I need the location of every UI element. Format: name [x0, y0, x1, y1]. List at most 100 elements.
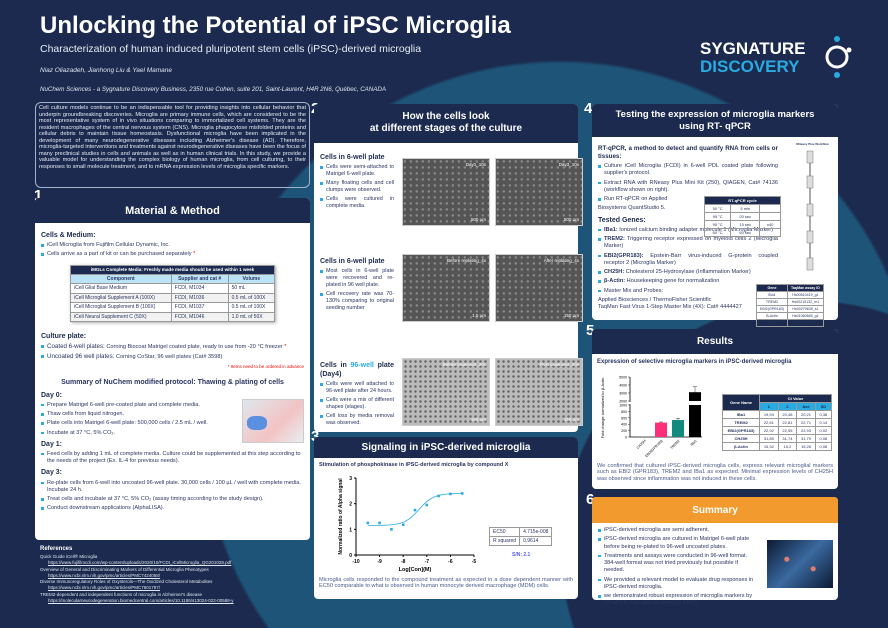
table-row: iCell Microglial Supplement A (100X) FCDI… [70, 292, 276, 304]
gene-item: β-Actin: Housekeeping gene for normaliza… [598, 278, 778, 285]
asterisk: * [193, 251, 196, 258]
axis-break [628, 402, 632, 404]
list-item: Most cells in 6-well plate were recovere… [320, 268, 394, 289]
image-label: Post treatment_20x [539, 362, 579, 367]
stage-heading: Cells in 6-well plate [320, 154, 385, 161]
table-cell: FCDI, M1036 [170, 292, 229, 304]
x-tick-label: EBI2(GPR183) [644, 439, 663, 458]
stage-block: Cells in 6-well plate Most cells in 6-wel… [318, 254, 583, 354]
gene-name: EBI2(GPR183): [604, 252, 644, 259]
data-point [401, 523, 405, 527]
gene-item: TREM2: Triggering receptor expressed on … [598, 236, 778, 251]
list-item: Uncoated 96 well plates: Corning CoStar,… [41, 353, 304, 361]
chart-subtitle: Expression of selective microglia marker… [597, 359, 792, 365]
table-cell: 20,21 [796, 410, 816, 419]
reference-title: Overview of General and Discriminating M… [40, 566, 209, 572]
table-row: TREM2 22,61 22,81 22,71 0,14 [721, 418, 833, 427]
scale-bar-label: 150 µm [470, 417, 486, 422]
poster-subtitle: Characterization of human induced plurip… [40, 43, 422, 55]
table-cell: 20 sec [730, 212, 761, 221]
table-cell: Hs00219132_m1 [786, 298, 824, 306]
table-cell: 0.5 mL of 100X [227, 302, 276, 313]
table-cell: Hs00270639_s1 [786, 305, 824, 313]
reference-item: TREM2-dependent and independent function… [40, 592, 305, 605]
bar [655, 422, 667, 437]
scale-bar-label: 150 µm [563, 417, 579, 422]
y-tick-label: 4000 [619, 384, 627, 388]
table-cell: Hs00610419_g1 [786, 291, 824, 299]
table-cell: CH25H [721, 434, 761, 443]
section-title: using RT- qPCR [679, 121, 751, 132]
table-cell: 95 °C [703, 212, 732, 221]
table-cell: x40 [759, 220, 781, 229]
chart-subtitle: Stimulation of phosphokinase in iPSC-der… [319, 462, 509, 468]
day-heading: Day 1: [41, 440, 63, 448]
table-cell: 0,08 [814, 434, 833, 443]
reference-link[interactable]: https://molecularneurodegeneration.biome… [48, 598, 234, 604]
table-row: B-Actin Hs01060665_g1 [756, 312, 824, 320]
stage-text: Cells in 6-well plate Most cells in 6-wel… [318, 254, 396, 314]
column-header: SD [814, 402, 833, 411]
table-row: iCell Microglial Supplement B (100X) FCDI… [70, 302, 276, 313]
x-tick-label: -5 [472, 559, 477, 565]
table-row: 60 °C 60 sec [703, 228, 781, 237]
gene-name: β-Actin: [604, 278, 626, 285]
table-row: EBI2(GPR183) 22,92 22,95 22,93 0,02 [721, 426, 833, 435]
reference-link[interactable]: https://www.fujifilmcdi.com/wp-content/u… [48, 560, 232, 566]
section-number: 4 [584, 100, 593, 117]
table-row: CH25H Hs02379634_s1 [756, 319, 824, 327]
list-item: Master Mix and Probes: [598, 288, 748, 295]
y-tick-label: 600 [621, 416, 627, 420]
sygnature-logo: SYGNATURE DISCOVERY [700, 36, 852, 78]
section-title: Summary [592, 497, 838, 524]
section-number: 3 [311, 428, 319, 445]
x-axis-label: Log[Con](M) [399, 567, 432, 573]
column-header: Volume [227, 273, 276, 285]
workflow-title: RNeasy Plus Workflow [796, 142, 829, 146]
table-cell: 22,93 [796, 426, 816, 435]
item-text: Corning Biocoat Matrigel coated plate, r… [104, 344, 283, 351]
column-header: Gene [756, 284, 788, 292]
column-group-header: Ct Value [759, 394, 832, 403]
logo-text: SYGNATURE [700, 39, 806, 58]
media-table: iMGLs Complete Media: Freshly made media… [70, 264, 276, 323]
asterisk: * [284, 344, 287, 351]
scale-bar-label: 500 µm [563, 217, 579, 222]
heading: Cells & Medium: [41, 232, 96, 239]
table-cell: 0,38 [814, 410, 833, 419]
reference-link[interactable]: https://www.ncbi.nlm.nih.gov/pmc/article… [48, 585, 161, 591]
gene-name: CH25H: [604, 269, 625, 276]
affiliation: NuChem Sciences - a Sygnature Discovery … [40, 86, 386, 93]
cells-stages-panel: How the cells look at different stages of… [314, 104, 583, 432]
list-item: Cells arrive as a part of kit or can be … [41, 251, 304, 258]
reference-link[interactable]: https://www.ncbi.nlm.nih.gov/pmc/article… [48, 572, 161, 578]
list-item: Cell recovery rate was 70-130% comparing… [320, 291, 394, 312]
y-tick-label: 5000 [619, 376, 627, 380]
cell-plate-photo [242, 398, 304, 443]
table-cell: FCDI, M1037 [170, 302, 229, 313]
list-item: Plate cells into Matrigel 6-well plate: … [41, 420, 221, 427]
table-cell: 22,95 [777, 426, 798, 435]
column-header: Supplier and cat # [170, 273, 229, 285]
data-point [366, 521, 370, 525]
table-cell: iCell Glial Base Medium [70, 283, 172, 294]
table-cell: 95 °C [703, 220, 732, 229]
abstract: Cell culture models continue to be an in… [35, 102, 310, 188]
table-cell: 20,48 [777, 410, 798, 419]
microglia-illustration [767, 540, 833, 588]
table-cell: 60 sec [730, 228, 761, 237]
gene-desc: Triggering receptor expressed on myeloid… [604, 236, 778, 250]
table-row: EBI2(GPR183) Hs00270639_s1 [756, 305, 824, 313]
table-row: IBa1 Hs00610419_g1 [756, 291, 824, 299]
table-cell: CH25H [756, 319, 788, 327]
list-item: Culture iCell Microglia (FCDI) in 6-well… [598, 163, 778, 178]
x-tick-label: TREM2 [669, 439, 680, 450]
list-item: iCell Microglia from Fujifilm Cellular D… [41, 242, 304, 249]
y-axis-label: Fold change normalized to β-Actin [600, 378, 605, 439]
reference-item: Diverse Immunoregulatory Roles of Oxyste… [40, 579, 305, 592]
ct-value-table: Gene Name Ct Value 1 2 Ave SD IBa1 19,94 20,48… [721, 394, 833, 451]
table-cell: 31,74 [777, 434, 798, 443]
bar [689, 405, 701, 437]
logo-mark-icon [825, 36, 852, 78]
data-point [390, 528, 393, 531]
